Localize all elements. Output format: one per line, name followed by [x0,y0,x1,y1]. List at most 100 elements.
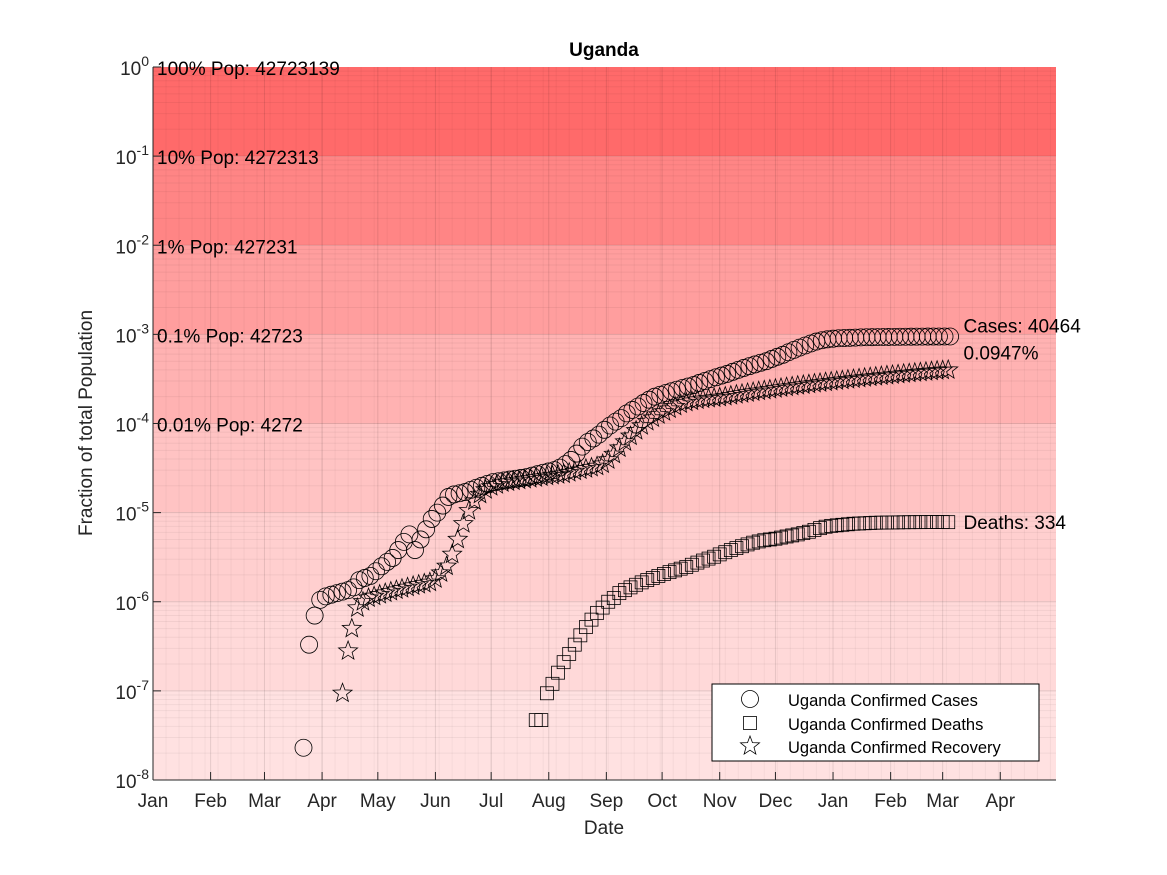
recovery-point [759,378,781,399]
case-point [941,327,959,346]
y-tick-label: 100 [120,53,149,80]
legend[interactable]: Uganda Confirmed Cases Uganda Confirmed … [711,683,1040,762]
case-point [406,541,424,559]
death-point [729,541,744,555]
recovery-point [575,457,597,478]
band-label: 10% Pop: 4272313 [157,148,319,169]
death-point [645,571,660,585]
case-point [378,552,397,571]
recovery-point [441,543,463,564]
y-tick-label: 10-6 [115,588,149,615]
y-tick-labels: 10-8 10-7 10-6 10-5 10-4 10-3 10-2 10-1 100 [115,53,149,793]
band-label: 0.1% Pop: 42723 [157,326,303,347]
case-point [584,429,603,448]
case-point [344,578,363,597]
recovery-point [770,376,792,398]
death-point [562,646,577,661]
recovery-point [720,384,742,405]
recovery-point [909,361,931,382]
recovery-point [625,419,647,440]
case-point [634,394,653,412]
death-point [835,517,850,532]
case-point [417,520,436,539]
x-tick-label: Oct [647,791,677,812]
y-tick-label: 10-4 [115,410,149,437]
data-annotation: Deaths: 334 [964,513,1067,534]
recovery-point [514,468,536,489]
x-tick-label: Dec [759,791,793,812]
case-point [590,425,608,444]
recovery-point [631,414,653,435]
death-point [662,565,677,580]
death-point [723,543,738,557]
recovery-point [580,456,603,477]
recovery-point [430,561,452,583]
recovery-point [692,388,714,409]
death-point [679,560,694,574]
recovery-point [502,470,525,491]
case-point [679,377,698,396]
x-tick-label: Apr [985,791,1015,812]
y-tick-label: 10-1 [115,142,149,169]
death-point [807,522,822,537]
recovery-point [932,359,954,380]
recovery-point [402,574,424,596]
death-point [779,529,794,544]
legend-label-deaths: Uganda Confirmed Deaths [788,716,983,734]
x-tick-label: Apr [307,791,337,812]
death-point [690,555,705,570]
x-axis-label: Date [584,818,624,839]
recovery-point [803,372,826,393]
recovery-point [798,373,820,394]
death-point [590,605,604,620]
y-tick-label: 10-8 [115,766,149,793]
recovery-point [714,385,736,406]
recovery-point [820,370,842,391]
legend-box [711,683,1040,762]
death-point [651,569,666,583]
death-point [762,532,777,547]
case-point [400,525,419,544]
recovery-point [809,371,831,392]
case-point [305,606,324,625]
recovery-point [764,377,787,398]
recovery-point [854,366,876,387]
x-tick-label: May [360,791,396,812]
recovery-point [725,383,748,404]
death-point [556,655,571,670]
recovery-point [876,364,898,385]
death-point [640,573,655,587]
death-point [629,577,643,592]
population-band [153,156,1056,246]
band-label: 1% Pop: 427231 [157,237,298,258]
x-tick-label: Nov [703,791,737,812]
recovery-point [530,466,552,487]
case-point [930,327,948,346]
x-tick-label: Feb [194,791,227,812]
case-point [450,484,469,503]
death-point [757,533,772,548]
death-point [718,545,733,560]
death-point [623,580,638,595]
case-point [601,416,619,435]
recovery-point [331,682,354,703]
recovery-point [569,458,591,480]
band-label: 0.01% Pop: 4272 [157,416,303,437]
death-point [696,553,710,568]
death-point [673,561,688,576]
death-point [701,551,716,566]
y-tick-label: 10-5 [115,499,149,526]
death-point [824,518,839,533]
recovery-point [547,463,569,484]
death-point [768,531,783,546]
recovery-point [870,364,892,386]
recovery-point [781,375,803,396]
population-band [153,245,1056,335]
death-point [618,583,632,598]
y-tick-label: 10-2 [115,231,149,258]
case-point [617,404,636,423]
y-tick-label: 10-3 [115,320,149,347]
recovery-point [904,361,926,382]
x-tick-label: Sep [589,791,623,812]
